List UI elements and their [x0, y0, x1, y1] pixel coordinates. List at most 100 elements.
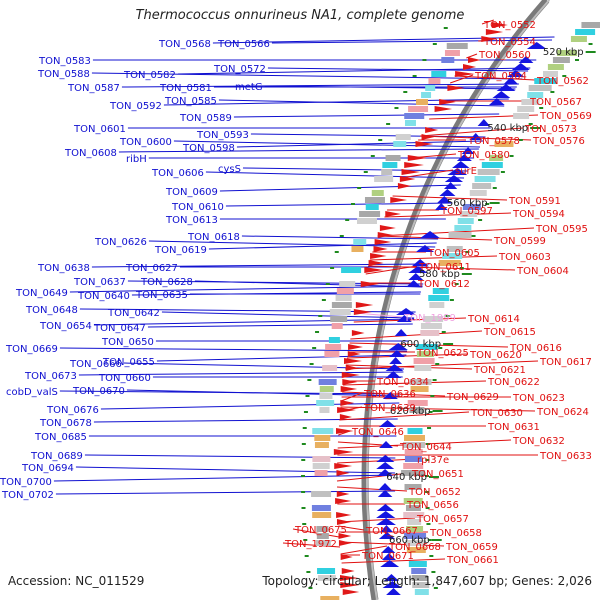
forward-gene-arrow	[379, 420, 396, 427]
left-gene-label: TON_0685	[34, 432, 87, 443]
forward-gene-arrow	[461, 147, 475, 154]
gene-block	[528, 85, 552, 91]
gene-block	[404, 484, 422, 490]
left-gene-label: TON_0647	[93, 323, 146, 334]
right-label-connector	[420, 127, 524, 137]
gene-block	[412, 582, 430, 588]
gene-block	[404, 456, 422, 462]
left-gene-label: TON_0585	[164, 96, 217, 107]
reverse-gene-arrow	[335, 428, 354, 434]
gene-block	[407, 400, 428, 406]
gene-block	[423, 316, 444, 322]
left-gene-label: TON_0568	[158, 39, 211, 50]
right-gene-label: TON_0591	[508, 196, 561, 207]
reverse-gene-arrow	[404, 162, 424, 168]
reverse-gene-arrow	[340, 575, 359, 581]
kbp-tick-label: 620 kbp	[390, 406, 431, 417]
right-gene-label: TON_0605	[427, 248, 480, 259]
backbone-highlight	[366, 0, 551, 600]
gene-block	[432, 288, 449, 294]
left-label-connector	[161, 311, 415, 319]
gene-block	[457, 218, 474, 224]
right-gene-label: TON_0633	[539, 451, 592, 462]
right-gene-label: TON_0639	[363, 403, 416, 414]
right-label-connector	[384, 212, 512, 218]
gene-block	[319, 393, 333, 399]
left-label-connector	[205, 171, 465, 179]
forward-gene-arrow	[526, 42, 547, 49]
right-gene-label: TON_0636	[363, 389, 416, 400]
right-label-connector	[368, 265, 516, 271]
gene-block	[448, 232, 472, 238]
forward-gene-arrow	[507, 70, 525, 77]
gene-block	[312, 456, 331, 462]
gene-block	[444, 50, 460, 56]
backbone-layer	[361, 0, 551, 600]
left-label-connector	[236, 140, 484, 148]
gene-block	[409, 379, 432, 385]
left-gene-label: TON_0626	[94, 237, 147, 248]
left-gene-label: TON_0638	[37, 263, 90, 274]
reverse-gene-arrow	[421, 134, 435, 140]
gene-block	[425, 85, 436, 91]
left-gene-label: TON_0648	[25, 305, 78, 316]
forward-gene-arrow	[439, 189, 456, 196]
right-gene-label: rpl37e	[417, 455, 449, 466]
gene-block	[312, 428, 334, 434]
gene-block	[351, 246, 364, 252]
forward-gene-arrow	[492, 91, 511, 98]
gene-block	[494, 141, 514, 147]
forward-gene-arrow	[396, 315, 412, 322]
left-label-connector	[53, 474, 396, 482]
gene-block	[312, 463, 330, 469]
gene-block	[364, 197, 385, 203]
forward-gene-arrow	[420, 231, 440, 238]
kbp-tick-label: 540 kbp	[487, 123, 528, 134]
left-gene-label: TON_0587	[67, 83, 120, 94]
right-label-connector	[466, 53, 478, 59]
forward-gene-arrow	[477, 119, 491, 126]
reverse-gene-arrow	[338, 533, 352, 539]
right-label-connector	[345, 364, 473, 370]
gene-block	[315, 540, 331, 546]
left-gene-label: TON_0588	[37, 69, 90, 80]
reverse-gene-arrow	[377, 232, 394, 238]
forward-gene-arrow	[443, 182, 458, 189]
gene-block	[446, 246, 463, 252]
gene-block	[319, 386, 334, 392]
reverse-gene-arrow	[439, 99, 456, 105]
forward-gene-arrow	[382, 581, 403, 588]
forward-gene-arrow	[394, 329, 408, 336]
gene-block	[581, 22, 600, 28]
left-label-connector	[219, 184, 461, 192]
forward-gene-arrow	[379, 441, 393, 448]
right-gene-label: TON_0576	[532, 136, 585, 147]
gene-block	[335, 295, 352, 301]
forward-gene-arrow	[434, 203, 448, 210]
left-label-connector	[218, 99, 505, 107]
gene-block	[374, 176, 394, 182]
left-gene-label: TON_0619	[154, 245, 207, 256]
gene-block	[314, 442, 329, 448]
left-gene-label: ribH	[126, 154, 147, 165]
gene-block	[406, 526, 424, 532]
right-gene-label: TON_0659	[445, 542, 498, 553]
gene-block	[431, 71, 447, 77]
left-label-connector	[59, 347, 408, 352]
forward-gene-arrow	[415, 245, 435, 252]
left-gene-label: TON_0673	[24, 371, 77, 382]
forward-gene-arrow	[378, 532, 396, 539]
left-gene-label: cobD_valS	[6, 387, 58, 398]
left-label-connector	[271, 39, 553, 44]
gene-block	[408, 106, 429, 112]
forward-gene-arrow	[511, 63, 530, 70]
forward-gene-arrow	[503, 77, 518, 84]
reverse-gene-arrow	[336, 519, 352, 525]
right-label-connector	[345, 360, 539, 370]
reverse-gene-arrow	[345, 365, 359, 371]
forward-gene-arrow	[380, 560, 400, 567]
reverse-gene-arrow	[485, 29, 504, 35]
right-gene-label: TON_0622	[487, 377, 540, 388]
left-gene-label: TON_0609	[165, 187, 218, 198]
gene-block	[404, 449, 423, 455]
